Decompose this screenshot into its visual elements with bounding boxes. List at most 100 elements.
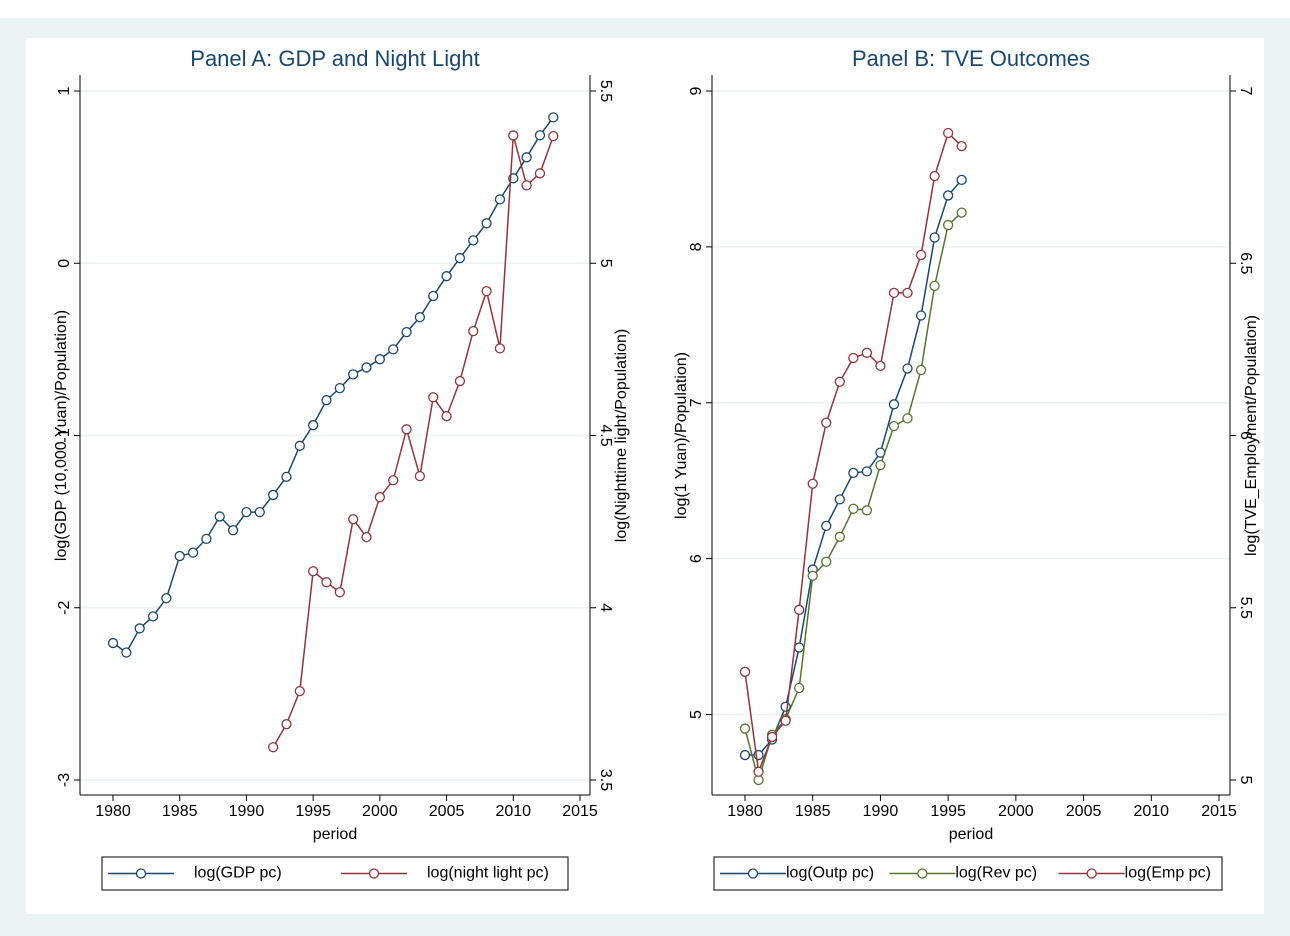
- marker: [834, 531, 845, 542]
- marker: [794, 604, 805, 615]
- marker: [861, 347, 873, 358]
- marker: [481, 286, 492, 297]
- marker: [454, 375, 466, 387]
- marker: [414, 312, 426, 323]
- marker: [956, 140, 967, 152]
- marker: [888, 399, 900, 410]
- x-tick-label: 2005: [429, 803, 465, 820]
- y-tick-label: 1: [56, 86, 73, 95]
- marker: [281, 719, 292, 730]
- marker: [739, 666, 751, 677]
- x-tick-label: 2015: [1201, 803, 1237, 820]
- marker: [468, 325, 479, 337]
- y2-tick-label: 5: [597, 259, 614, 268]
- marker: [915, 310, 927, 321]
- marker: [508, 130, 519, 141]
- marker: [414, 471, 426, 482]
- marker: [807, 478, 818, 489]
- y2-axis-title: log(Nighttime light/Population): [613, 329, 630, 542]
- marker: [307, 420, 319, 431]
- y2-tick-label: 6.5: [1237, 252, 1254, 274]
- x-tick-label: 1990: [863, 803, 899, 820]
- x-tick-label: 1995: [295, 803, 331, 820]
- marker: [821, 417, 832, 428]
- y2-tick-label: 3.5: [597, 769, 614, 791]
- y-tick-label: -2: [56, 601, 73, 615]
- legend-label: log(Outp pc): [786, 865, 874, 882]
- marker: [861, 505, 873, 516]
- x-tick-label: 1980: [727, 803, 763, 820]
- marker: [521, 152, 532, 163]
- marker: [174, 550, 185, 562]
- marker: [294, 685, 305, 697]
- marker: [861, 466, 873, 477]
- marker: [534, 130, 546, 141]
- marker: [388, 344, 399, 355]
- marker: [468, 235, 479, 246]
- marker: [929, 280, 940, 292]
- marker: [187, 547, 199, 558]
- y2-tick-label: 4: [597, 603, 614, 612]
- legend-box: [713, 856, 1223, 891]
- marker: [956, 207, 967, 218]
- legend-marker: [135, 868, 147, 879]
- y2-tick-label: 5.5: [597, 80, 614, 102]
- chart-title: Panel B: TVE Outcomes: [852, 46, 1090, 71]
- marker: [794, 642, 805, 653]
- marker: [521, 180, 532, 191]
- marker: [161, 593, 172, 604]
- y-tick-label: 6: [688, 554, 705, 563]
- marker: [534, 168, 546, 179]
- legend-box: [101, 856, 569, 891]
- y-tick-label: 7: [688, 398, 705, 407]
- marker: [848, 352, 859, 364]
- x-tick-label: 2015: [562, 803, 598, 820]
- marker: [214, 511, 225, 522]
- x-tick-label: 2010: [495, 803, 531, 820]
- legend-marker: [747, 868, 759, 879]
- marker: [548, 130, 559, 142]
- marker: [915, 249, 927, 261]
- marker: [121, 647, 132, 658]
- y2-tick-label: 6: [1237, 431, 1254, 440]
- x-tick-label: 1985: [795, 803, 831, 820]
- marker: [401, 424, 412, 435]
- marker: [374, 492, 386, 503]
- legend-label: log(GDP pc): [194, 865, 282, 882]
- marker: [348, 369, 359, 380]
- y-tick-label: 8: [688, 242, 705, 251]
- marker: [875, 459, 886, 471]
- marker: [821, 520, 832, 532]
- y2-axis-title: log(TVE_Employment/Population): [1243, 315, 1260, 556]
- marker: [441, 411, 452, 422]
- x-tick-label: 2000: [998, 803, 1034, 820]
- marker: [388, 475, 399, 486]
- marker: [348, 514, 359, 525]
- y2-tick-label: 5.5: [1237, 597, 1254, 619]
- marker: [888, 420, 900, 432]
- marker: [780, 715, 791, 726]
- y2-tick-label: 4.5: [597, 424, 614, 446]
- x-axis-title: period: [313, 826, 357, 843]
- marker: [267, 489, 279, 501]
- x-tick-label: 2000: [362, 803, 398, 820]
- marker: [956, 174, 967, 186]
- marker: [267, 742, 279, 753]
- marker: [875, 360, 886, 372]
- marker: [915, 364, 927, 376]
- y2-tick-label: 5: [1237, 776, 1254, 785]
- y-tick-label: 5: [688, 710, 705, 719]
- y-tick-label: 9: [688, 86, 705, 95]
- x-tick-label: 1990: [229, 803, 265, 820]
- marker: [281, 471, 292, 482]
- marker: [888, 287, 900, 299]
- y-tick-label: 0: [56, 259, 73, 268]
- y-tick-label: -3: [56, 773, 73, 787]
- marker: [794, 682, 805, 694]
- marker: [454, 252, 466, 264]
- series-line: [112, 116, 554, 654]
- marker: [739, 749, 751, 761]
- marker: [481, 218, 492, 229]
- legend-marker: [368, 868, 380, 879]
- marker: [834, 494, 845, 505]
